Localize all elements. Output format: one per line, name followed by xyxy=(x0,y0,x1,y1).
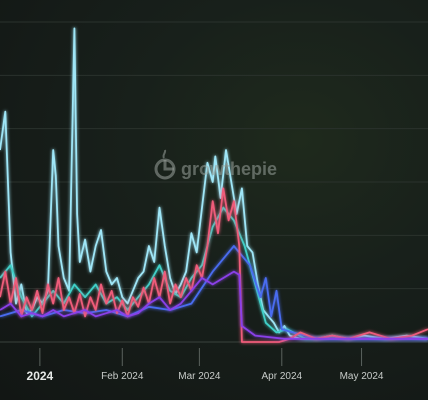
x-tick-label: Apr 2024 xyxy=(261,371,302,382)
series-line-4 xyxy=(0,187,428,343)
x-tick-label: Mar 2024 xyxy=(178,371,221,382)
pie-logo-icon xyxy=(154,149,176,180)
series-line-1 xyxy=(0,27,428,340)
growthepie-watermark: growthepie xyxy=(154,149,277,180)
series-line-5 xyxy=(0,270,428,340)
x-axis: 2024 Feb 2024 Mar 2024 Apr 2024 May 2024 xyxy=(27,348,384,383)
gridlines xyxy=(0,21,428,343)
x-tick-label: Feb 2024 xyxy=(101,371,144,382)
x-tick-label: 2024 xyxy=(27,369,54,383)
watermark-text: growthepie xyxy=(181,159,277,179)
series-group xyxy=(0,27,428,343)
series-line-2 xyxy=(0,206,428,340)
series-line-3 xyxy=(0,245,428,340)
x-tick-label: May 2024 xyxy=(340,371,384,382)
